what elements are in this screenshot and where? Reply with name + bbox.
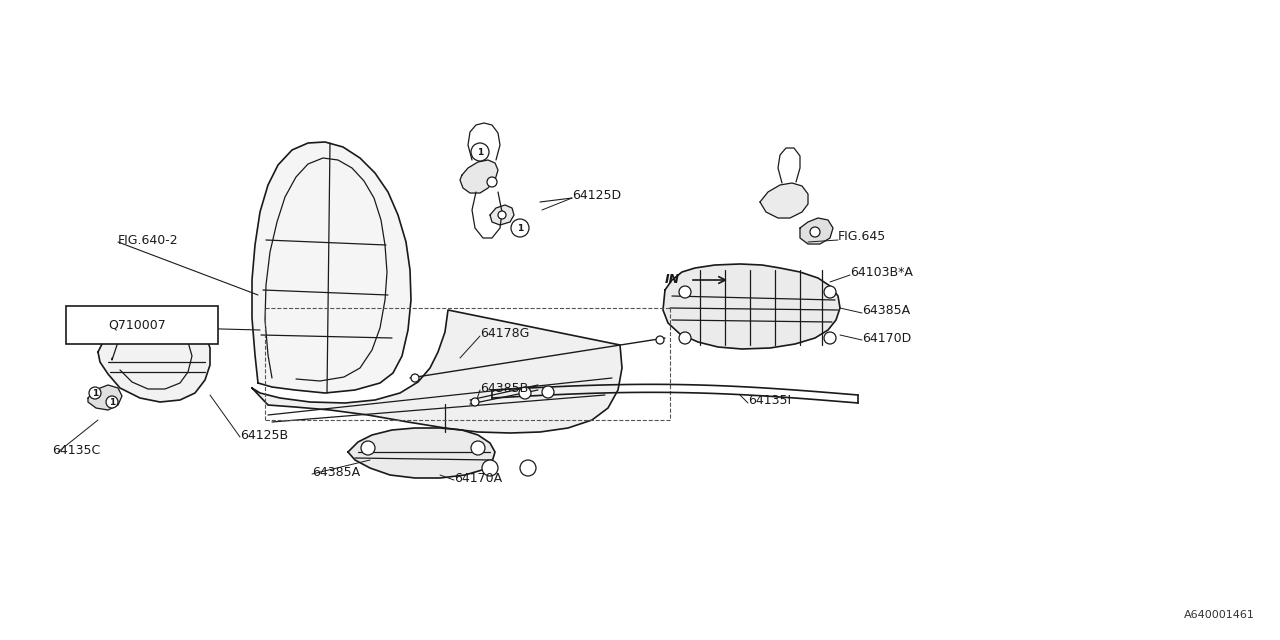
Circle shape xyxy=(471,441,485,455)
Circle shape xyxy=(498,211,506,219)
Polygon shape xyxy=(760,183,808,218)
Text: 1: 1 xyxy=(517,223,524,232)
Text: 64170D: 64170D xyxy=(861,332,911,344)
Text: 64178G: 64178G xyxy=(480,326,530,339)
Polygon shape xyxy=(800,218,833,244)
Circle shape xyxy=(810,227,820,237)
Circle shape xyxy=(483,460,498,476)
Text: 64385A: 64385A xyxy=(312,465,360,479)
Circle shape xyxy=(106,396,118,408)
Text: Q710007: Q710007 xyxy=(108,319,165,332)
Circle shape xyxy=(511,219,529,237)
Circle shape xyxy=(678,286,691,298)
Text: A640001461: A640001461 xyxy=(1184,610,1254,620)
Circle shape xyxy=(361,441,375,455)
Polygon shape xyxy=(252,142,411,393)
Polygon shape xyxy=(99,310,210,402)
Polygon shape xyxy=(252,310,622,433)
Text: 64135I: 64135I xyxy=(748,394,791,406)
Circle shape xyxy=(520,460,536,476)
Text: 64125B: 64125B xyxy=(241,429,288,442)
Text: 1: 1 xyxy=(84,321,91,330)
Text: 64385A: 64385A xyxy=(861,303,910,317)
Polygon shape xyxy=(88,385,122,410)
Circle shape xyxy=(541,386,554,398)
Text: 64103B*A: 64103B*A xyxy=(850,266,913,278)
Text: FIG.645: FIG.645 xyxy=(838,230,886,243)
FancyBboxPatch shape xyxy=(67,306,218,344)
Polygon shape xyxy=(460,160,498,193)
Circle shape xyxy=(90,387,101,399)
Polygon shape xyxy=(348,428,495,478)
Circle shape xyxy=(824,332,836,344)
Circle shape xyxy=(824,286,836,298)
Text: 64135C: 64135C xyxy=(52,444,100,456)
Circle shape xyxy=(657,336,664,344)
Polygon shape xyxy=(490,205,515,225)
Circle shape xyxy=(518,387,531,399)
Circle shape xyxy=(471,143,489,161)
Circle shape xyxy=(108,397,116,407)
Text: FIG.640-2: FIG.640-2 xyxy=(118,234,179,246)
Polygon shape xyxy=(663,264,840,349)
Circle shape xyxy=(471,398,479,406)
Text: 1: 1 xyxy=(477,147,483,157)
Circle shape xyxy=(90,388,100,398)
Text: 64385B: 64385B xyxy=(480,381,529,394)
Circle shape xyxy=(411,374,419,382)
Circle shape xyxy=(486,177,497,187)
Circle shape xyxy=(78,315,99,335)
Circle shape xyxy=(678,332,691,344)
Text: 1: 1 xyxy=(92,388,99,397)
Text: 1: 1 xyxy=(109,397,115,406)
Text: 64170A: 64170A xyxy=(454,472,502,484)
Text: 64125D: 64125D xyxy=(572,189,621,202)
Text: IN: IN xyxy=(664,273,680,285)
